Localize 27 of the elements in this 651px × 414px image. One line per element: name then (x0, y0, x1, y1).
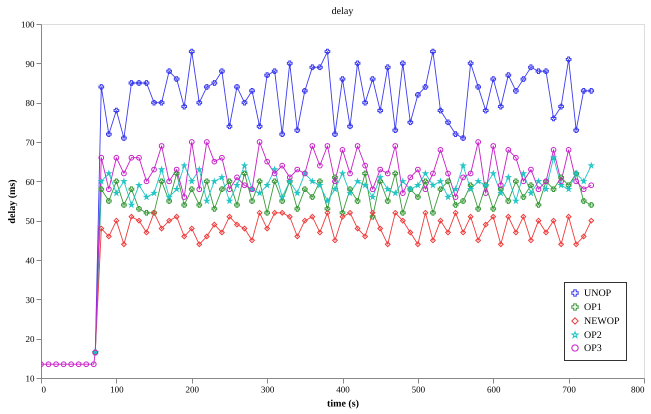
x-axis-title: time (s) (327, 398, 359, 410)
x-tick-label: 400 (336, 384, 350, 394)
legend-label: OP2 (584, 330, 602, 341)
x-tick-label: 500 (412, 384, 426, 394)
y-tick-label: 70 (26, 138, 35, 148)
x-tick-label: 700 (562, 384, 576, 394)
y-tick-label: 10 (26, 374, 35, 384)
legend-label: OP3 (584, 343, 602, 354)
legend-label: OP1 (584, 302, 602, 313)
x-tick-label: 300 (260, 384, 275, 394)
y-tick-label: 20 (26, 334, 35, 344)
legend-label: UNOP (584, 288, 612, 299)
y-tick-label: 60 (26, 176, 35, 187)
y-tick-label: 50 (26, 216, 35, 226)
x-tick-label: 0 (42, 384, 46, 394)
x-tick-label: 800 (631, 384, 645, 394)
chart-title: delay (332, 6, 354, 17)
x-tick-label: 200 (186, 384, 200, 394)
y-tick-label: 100 (21, 20, 35, 30)
x-tick-label: 600 (487, 384, 501, 394)
x-tick-label: 100 (110, 384, 124, 394)
y-tick-label: 30 (26, 294, 35, 305)
y-tick-label: 90 (26, 58, 35, 69)
y-tick-label: 80 (26, 98, 35, 108)
y-axis-title: delay (ms) (7, 179, 18, 224)
legend-label: NEWOP (584, 316, 620, 327)
y-tick-label: 40 (26, 256, 35, 266)
